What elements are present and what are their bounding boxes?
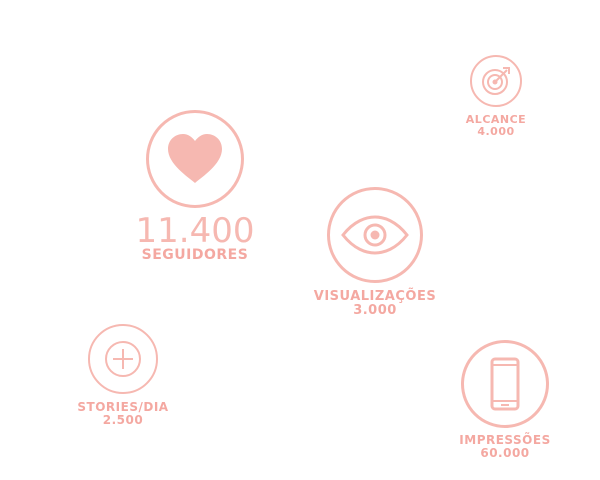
eye-icon xyxy=(340,215,410,255)
stat-impressoes: IMPRESSÕES 60.000 xyxy=(445,340,565,460)
plus-circle-icon xyxy=(103,339,143,379)
target-icon xyxy=(480,65,512,97)
alcance-value: 4.000 xyxy=(477,125,515,139)
heart-icon xyxy=(166,133,224,185)
impressoes-icon-ring xyxy=(461,340,549,428)
stories-label: STORIES/DIA xyxy=(77,400,169,414)
impressoes-value: 60.000 xyxy=(480,446,530,461)
visualizacoes-label: VISUALIZAÇÕES xyxy=(313,289,437,304)
stat-visualizacoes: VISUALIZAÇÕES 3.000 xyxy=(300,187,450,319)
alcance-icon-ring xyxy=(470,55,522,107)
stat-alcance: ALCANCE 4.000 xyxy=(452,55,540,138)
visualizacoes-icon-ring xyxy=(327,187,423,283)
stories-icon-ring xyxy=(88,324,158,394)
stat-stories: STORIES/DIA 2.500 xyxy=(68,324,178,427)
visualizacoes-value: 3.000 xyxy=(353,303,397,319)
smartphone-icon xyxy=(490,357,520,411)
seguidores-icon-ring xyxy=(146,110,244,208)
seguidores-label: SEGUIDORES xyxy=(141,247,249,263)
stories-value: 2.500 xyxy=(102,413,144,428)
seguidores-value: 11.400 xyxy=(135,211,255,251)
alcance-label: ALCANCE xyxy=(465,113,527,126)
stat-seguidores: 11.400 SEGUIDORES xyxy=(135,110,255,263)
impressoes-label: IMPRESSÕES xyxy=(459,433,551,447)
